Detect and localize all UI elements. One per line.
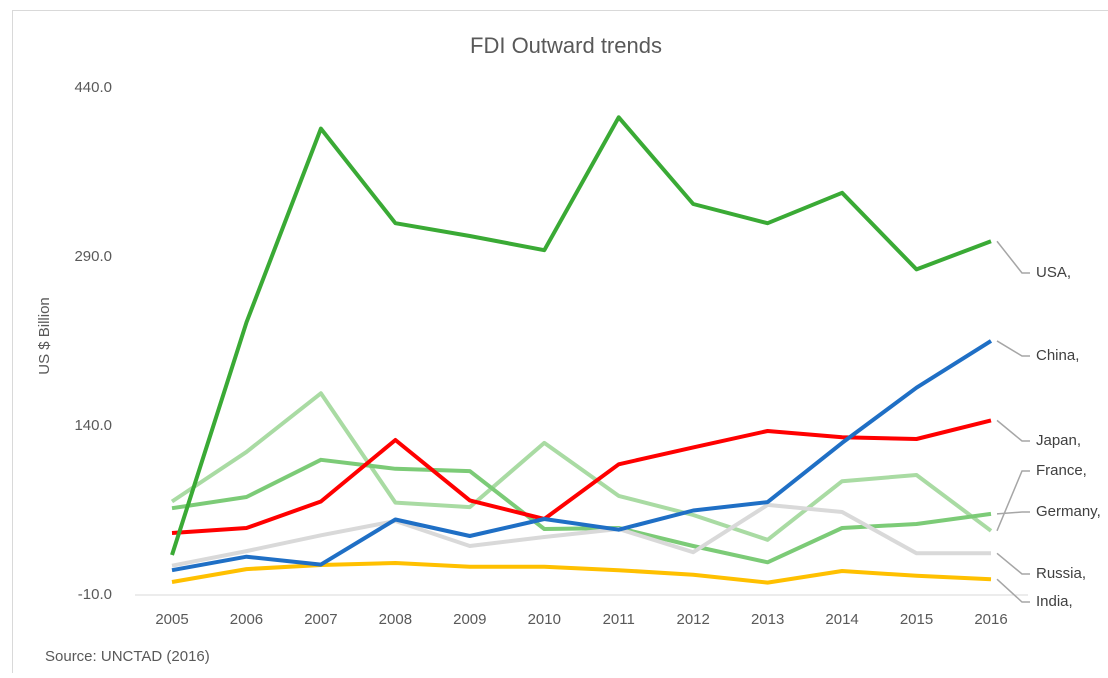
x-tick-label: 2013 [751, 611, 784, 628]
series-label: Japan, [1036, 432, 1081, 449]
y-tick-label: 140.0 [74, 417, 112, 434]
x-tick-label: 2012 [676, 611, 709, 628]
x-tick-label: 2005 [155, 611, 188, 628]
x-tick-label: 2009 [453, 611, 486, 628]
x-tick-label: 2016 [974, 611, 1007, 628]
x-tick-label: 2007 [304, 611, 337, 628]
source: Source: UNCTAD (2016) [45, 648, 210, 665]
x-tick-label: 2011 [603, 611, 635, 628]
y-tick-label: 440.0 [74, 79, 112, 96]
y-tick-label: 290.0 [74, 248, 112, 265]
x-tick-label: 2015 [900, 611, 933, 628]
y-axis-label: US $ Billion [36, 297, 53, 375]
x-tick-label: 2014 [825, 611, 858, 628]
series-label: USA, [1036, 264, 1071, 281]
series-label: India, [1036, 593, 1073, 610]
x-tick-label: 2010 [528, 611, 561, 628]
series-label: Germany, [1036, 503, 1101, 520]
chart-title: FDI Outward trends [470, 33, 662, 58]
chart-frame [13, 11, 1108, 674]
x-tick-label: 2006 [230, 611, 263, 628]
y-tick-label: -10.0 [78, 586, 112, 603]
series-label: Russia, [1036, 565, 1086, 582]
series-label: China, [1036, 347, 1079, 364]
series-label: France, [1036, 462, 1087, 479]
x-tick-label: 2008 [379, 611, 412, 628]
